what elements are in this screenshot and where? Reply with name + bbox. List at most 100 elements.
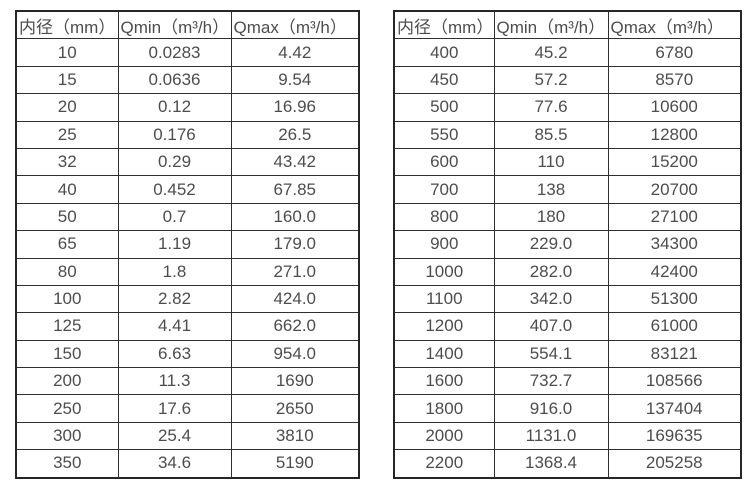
table-cell: 0.452: [117, 175, 232, 204]
table-cell: 32: [15, 147, 119, 177]
table-row: 1100 342.0 51300: [393, 284, 742, 314]
table-row: 400 45.2 6780: [393, 38, 742, 67]
column-header: Qmin（m³/h）: [117, 10, 232, 40]
table-row: 65 1.19 179.0: [15, 230, 360, 259]
table-cell: 10600: [607, 93, 742, 122]
table-row: 900 229.0 34300: [393, 230, 742, 259]
table-cell: 34300: [607, 230, 742, 259]
table-cell: 1368.4: [493, 449, 609, 479]
table-row: 1200 407.0 61000: [393, 312, 742, 341]
table-cell: 15: [15, 65, 119, 95]
column-header: 内径（mm）: [393, 10, 495, 40]
table-row: 50 0.7 160.0: [15, 202, 360, 232]
table-cell: 150: [15, 339, 119, 369]
table-cell: 160.0: [230, 202, 360, 232]
table-cell: 2650: [230, 394, 360, 423]
table-cell: 205258: [607, 449, 742, 479]
table-cell: 200: [15, 367, 119, 396]
table-cell: 1400: [393, 339, 495, 369]
table-cell: 3810: [230, 421, 360, 451]
table-cell: 27100: [607, 202, 742, 232]
table-cell: 138: [493, 175, 609, 204]
table-cell: 137404: [607, 394, 742, 423]
table-cell: 271.0: [230, 257, 360, 286]
table-cell: 2200: [393, 449, 495, 479]
table-cell: 407.0: [493, 312, 609, 341]
table-cell: 42400: [607, 257, 742, 286]
table-cell: 10: [15, 38, 119, 67]
table-cell: 900: [393, 230, 495, 259]
table-cell: 916.0: [493, 394, 609, 423]
table-cell: 45.2: [493, 38, 609, 67]
table-cell: 282.0: [493, 257, 609, 286]
table-cell: 450: [393, 65, 495, 95]
table-cell: 26.5: [230, 120, 360, 149]
table-cell: 0.176: [117, 120, 232, 149]
table-cell: 83121: [607, 339, 742, 369]
column-header: Qmin（m³/h）: [493, 10, 609, 40]
table-cell: 550: [393, 120, 495, 149]
table-cell: 350: [15, 449, 119, 479]
table-cell: 80: [15, 257, 119, 286]
table-cell: 125: [15, 312, 119, 341]
table-cell: 20700: [607, 175, 742, 204]
table-cell: 100: [15, 284, 119, 314]
table-cell: 2.82: [117, 284, 232, 314]
table-row: 40 0.452 67.85: [15, 175, 360, 204]
table-cell: 500: [393, 93, 495, 122]
table-cell: 11.3: [117, 367, 232, 396]
column-header: Qmax（m³/h）: [607, 10, 742, 40]
table-row: 15 0.0636 9.54: [15, 65, 360, 95]
column-header: Qmax（m³/h）: [230, 10, 360, 40]
table-body: 400 45.2 6780 450 57.2 8570 500 77.6 10600 550 85.…: [393, 38, 742, 479]
table-cell: 8570: [607, 65, 742, 95]
table-cell: 342.0: [493, 284, 609, 314]
flow-rate-table-left: 内径（mm） Qmin（m³/h） Qmax（m³/h） 10 0.0283 4.42 1…: [15, 10, 360, 479]
table-cell: 1000: [393, 257, 495, 286]
table-cell: 5190: [230, 449, 360, 479]
table-cell: 300: [15, 421, 119, 451]
table-row: 800 180 27100: [393, 202, 742, 232]
table-cell: 1.19: [117, 230, 232, 259]
table-cell: 110: [493, 147, 609, 177]
table-body: 10 0.0283 4.42 15 0.0636 9.54 20 0.12 16.96 25 0.1…: [15, 38, 360, 479]
table-cell: 4.41: [117, 312, 232, 341]
table-cell: 1200: [393, 312, 495, 341]
table-cell: 40: [15, 175, 119, 204]
table-cell: 954.0: [230, 339, 360, 369]
table-cell: 424.0: [230, 284, 360, 314]
table-cell: 0.7: [117, 202, 232, 232]
table-cell: 15200: [607, 147, 742, 177]
table-cell: 6780: [607, 38, 742, 67]
table-cell: 1690: [230, 367, 360, 396]
table-row: 1000 282.0 42400: [393, 257, 742, 286]
table-cell: 700: [393, 175, 495, 204]
table-row: 450 57.2 8570: [393, 65, 742, 95]
table-cell: 16.96: [230, 93, 360, 122]
table-cell: 2000: [393, 421, 495, 451]
table-cell: 169635: [607, 421, 742, 451]
table-cell: 1131.0: [493, 421, 609, 451]
table-cell: 108566: [607, 367, 742, 396]
table-cell: 1600: [393, 367, 495, 396]
table-row: 350 34.6 5190: [15, 449, 360, 479]
table-row: 2200 1368.4 205258: [393, 449, 742, 479]
table-cell: 6.63: [117, 339, 232, 369]
table-cell: 51300: [607, 284, 742, 314]
table-cell: 400: [393, 38, 495, 67]
table-cell: 250: [15, 394, 119, 423]
table-row: 150 6.63 954.0: [15, 339, 360, 369]
table-row: 20 0.12 16.96: [15, 93, 360, 122]
table-cell: 9.54: [230, 65, 360, 95]
table-row: 500 77.6 10600: [393, 93, 742, 122]
table-row: 250 17.6 2650: [15, 394, 360, 423]
table-cell: 0.0636: [117, 65, 232, 95]
table-row: 125 4.41 662.0: [15, 312, 360, 341]
table-cell: 229.0: [493, 230, 609, 259]
table-cell: 554.1: [493, 339, 609, 369]
table-cell: 85.5: [493, 120, 609, 149]
table-row: 10 0.0283 4.42: [15, 38, 360, 67]
table-row: 200 11.3 1690: [15, 367, 360, 396]
table-cell: 732.7: [493, 367, 609, 396]
table-cell: 600: [393, 147, 495, 177]
